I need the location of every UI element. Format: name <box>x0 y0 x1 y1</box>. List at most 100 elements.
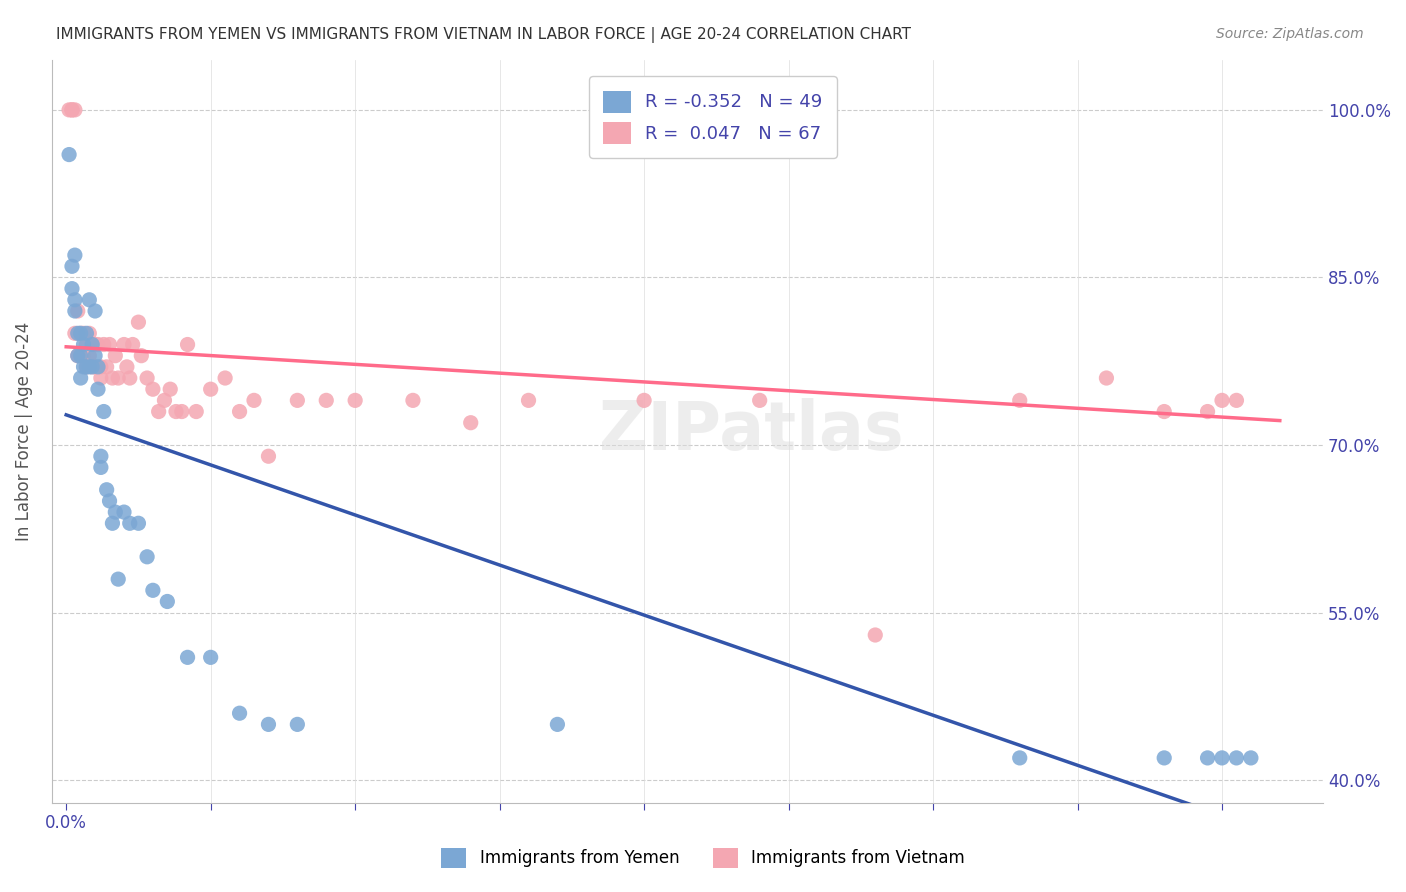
Point <box>112 337 135 351</box>
Point <box>82 359 104 374</box>
Point <box>865 628 887 642</box>
Point <box>344 393 367 408</box>
Point <box>148 404 170 418</box>
Point <box>90 460 112 475</box>
Point <box>72 359 94 374</box>
Point <box>98 494 121 508</box>
Legend: R = -0.352   N = 49, R =  0.047   N = 67: R = -0.352 N = 49, R = 0.047 N = 67 <box>589 76 837 158</box>
Point <box>79 326 101 341</box>
Point <box>82 337 104 351</box>
Point <box>63 326 86 341</box>
Point <box>257 449 280 463</box>
Point <box>101 371 124 385</box>
Legend: Immigrants from Yemen, Immigrants from Vietnam: Immigrants from Yemen, Immigrants from V… <box>434 841 972 875</box>
Point <box>127 516 149 531</box>
Point <box>69 349 91 363</box>
Point <box>60 260 83 274</box>
Point <box>200 382 222 396</box>
Point <box>107 371 129 385</box>
Point <box>107 572 129 586</box>
Point <box>1153 404 1175 418</box>
Point <box>118 516 141 531</box>
Point <box>69 326 91 341</box>
Point <box>79 293 101 307</box>
Point <box>60 282 83 296</box>
Point <box>315 393 337 408</box>
Point <box>633 393 655 408</box>
Point <box>142 382 165 396</box>
Point <box>1240 751 1263 765</box>
Point <box>142 583 165 598</box>
Point <box>1211 393 1233 408</box>
Point <box>243 393 266 408</box>
Point <box>136 371 159 385</box>
Point <box>75 337 97 351</box>
Point <box>127 315 149 329</box>
Point <box>72 326 94 341</box>
Point <box>82 359 104 374</box>
Point <box>748 393 770 408</box>
Point <box>69 349 91 363</box>
Point <box>136 549 159 564</box>
Point <box>112 505 135 519</box>
Point <box>84 304 107 318</box>
Point <box>69 371 91 385</box>
Point <box>1153 751 1175 765</box>
Point <box>118 371 141 385</box>
Point <box>115 359 138 374</box>
Point <box>79 359 101 374</box>
Point <box>165 404 187 418</box>
Point <box>1211 751 1233 765</box>
Point <box>96 483 118 497</box>
Point <box>121 337 143 351</box>
Point <box>84 337 107 351</box>
Point <box>63 304 86 318</box>
Point <box>1095 371 1118 385</box>
Point <box>66 304 89 318</box>
Point <box>517 393 540 408</box>
Point <box>87 359 110 374</box>
Point <box>176 337 198 351</box>
Point <box>1008 751 1031 765</box>
Point <box>66 349 89 363</box>
Point <box>66 326 89 341</box>
Point <box>63 293 86 307</box>
Text: IMMIGRANTS FROM YEMEN VS IMMIGRANTS FROM VIETNAM IN LABOR FORCE | AGE 20-24 CORR: IMMIGRANTS FROM YEMEN VS IMMIGRANTS FROM… <box>56 27 911 43</box>
Point <box>79 349 101 363</box>
Point <box>1225 751 1247 765</box>
Point <box>228 706 250 721</box>
Point <box>87 382 110 396</box>
Point <box>87 337 110 351</box>
Y-axis label: In Labor Force | Age 20-24: In Labor Force | Age 20-24 <box>15 321 32 541</box>
Point <box>84 359 107 374</box>
Point <box>285 717 308 731</box>
Point <box>257 717 280 731</box>
Point <box>1197 404 1219 418</box>
Point <box>285 393 308 408</box>
Point <box>1225 393 1247 408</box>
Point <box>93 404 115 418</box>
Point <box>156 594 179 608</box>
Point <box>170 404 193 418</box>
Point <box>75 359 97 374</box>
Point <box>63 103 86 117</box>
Point <box>90 371 112 385</box>
Point <box>58 147 80 161</box>
Point <box>66 349 89 363</box>
Point <box>60 103 83 117</box>
Point <box>460 416 482 430</box>
Point <box>200 650 222 665</box>
Point <box>93 337 115 351</box>
Point <box>228 404 250 418</box>
Point <box>214 371 236 385</box>
Point <box>72 349 94 363</box>
Point <box>72 337 94 351</box>
Point <box>104 349 127 363</box>
Point <box>98 337 121 351</box>
Point <box>104 505 127 519</box>
Point <box>58 103 80 117</box>
Point <box>131 349 153 363</box>
Point <box>90 449 112 463</box>
Point <box>75 359 97 374</box>
Point <box>84 349 107 363</box>
